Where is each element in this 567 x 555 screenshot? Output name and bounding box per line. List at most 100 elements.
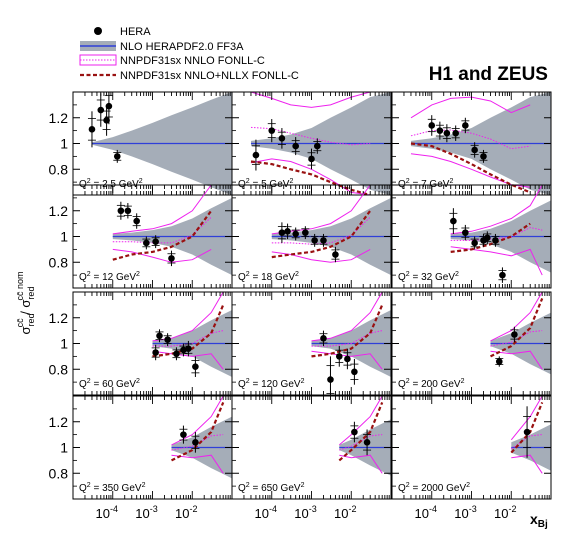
- q2-label-unit-sup: 2: [301, 378, 305, 385]
- y-label-den-sup: cc̄ nom: [15, 272, 25, 301]
- nnlo-lower-edge: [450, 246, 543, 276]
- data-point: [185, 345, 192, 352]
- data-point: [351, 368, 358, 376]
- nnlo-central-line: [250, 126, 371, 146]
- nllx-curve: [450, 222, 531, 253]
- panel-plot-area: [311, 292, 391, 395]
- q2-label-value: = 120 GeV: [250, 379, 301, 390]
- legend-label-nllx: NNPDF31sx NNLO+NLLX FONLL-C: [120, 70, 299, 82]
- panel-plot-area: [151, 292, 232, 377]
- q2-label: Q2 = 120 GeV2: [238, 378, 305, 390]
- q2-label-unit-sup: 2: [466, 482, 470, 489]
- panel-plot-area: [490, 292, 551, 375]
- nnlo-lower-edge: [152, 350, 224, 370]
- data-point: [143, 239, 150, 247]
- q2-label-sup: 2: [246, 271, 250, 278]
- q2-label-sup: 2: [87, 482, 91, 489]
- q2-label-sup: 2: [406, 178, 410, 185]
- nnlo-central-line: [490, 330, 543, 347]
- data-point: [314, 142, 321, 150]
- panel-3: Q2 = 7 GeV2: [391, 91, 552, 196]
- q2-label-sup: 2: [246, 378, 250, 385]
- x-tick-label: 10-2: [175, 504, 197, 521]
- y-tick-label: 1.2: [49, 414, 69, 430]
- q2-label-q: Q: [238, 483, 246, 494]
- data-point: [499, 271, 506, 279]
- x-tick-exp: -3: [309, 504, 317, 514]
- q2-label-q: Q: [398, 379, 406, 390]
- nnlo-lower-edge: [311, 350, 383, 370]
- y-tick-label: 1.2: [49, 310, 69, 326]
- data-point: [192, 363, 199, 370]
- q2-label-value: = 650 GeV: [250, 483, 301, 494]
- data-point: [363, 439, 371, 446]
- data-point: [436, 127, 444, 134]
- x-tick-base: 10: [454, 506, 468, 521]
- x-tick-exp: -2: [189, 504, 197, 514]
- data-point: [173, 350, 180, 358]
- nnlo-central-line: [311, 330, 383, 347]
- data-point: [462, 122, 469, 129]
- data-point: [492, 237, 499, 244]
- q2-label-unit-sup: 2: [289, 178, 293, 185]
- data-point: [443, 129, 451, 137]
- nnlo-lower-edge: [171, 454, 224, 474]
- data-point: [113, 153, 121, 160]
- y-tick-label: 1: [60, 336, 68, 352]
- data-point: [105, 102, 113, 110]
- x-tick-label: 10-3: [454, 504, 476, 521]
- nnlo-lower-edge: [490, 350, 543, 370]
- x-label-sub: Bj: [538, 519, 548, 530]
- panel-plot-area: [271, 185, 391, 276]
- q2-label-unit-sup: 2: [136, 271, 140, 278]
- data-point: [88, 126, 96, 133]
- q2-label-value: = 12 GeV: [91, 272, 137, 283]
- q2-label-value: = 60 GeV: [91, 379, 137, 390]
- x-tick-base: 10: [255, 506, 269, 521]
- data-point: [471, 239, 478, 247]
- data-point: [471, 146, 478, 154]
- q2-label-q: Q: [398, 483, 406, 494]
- q2-label-unit-sup: 2: [295, 271, 299, 278]
- nnlo-central-line: [112, 216, 212, 244]
- q2-label-value: = 2000 GeV: [410, 483, 467, 494]
- x-tick-label: 10-4: [255, 504, 277, 521]
- x-tick-exp: -4: [269, 504, 277, 514]
- q2-label-sup: 2: [246, 482, 250, 489]
- data-point: [192, 439, 199, 446]
- legend-label-nnlo: NNPDF31sx NNLO FONLL-C: [120, 55, 265, 67]
- q2-label: Q2 = 650 GeV2: [238, 482, 305, 494]
- data-point: [252, 151, 260, 159]
- nllx-curve: [112, 210, 213, 261]
- q2-label: Q2 = 200 GeV2: [398, 378, 465, 390]
- nnlo-lower-edge: [112, 248, 212, 263]
- data-point: [117, 207, 125, 215]
- nnlo-central-line: [171, 434, 224, 451]
- data-point: [278, 229, 286, 236]
- x-tick-base: 10: [415, 506, 429, 521]
- q2-label-unit-sup: 2: [461, 378, 465, 385]
- q2-label-sup: 2: [246, 178, 250, 185]
- data-point: [152, 238, 159, 245]
- q2-label-q: Q: [238, 379, 246, 390]
- q2-label-value: = 32 GeV: [410, 272, 456, 283]
- data-point: [156, 332, 163, 340]
- x-tick-label: 10-2: [494, 504, 516, 521]
- q2-label-sup: 2: [87, 178, 91, 185]
- data-point: [311, 237, 318, 244]
- y-tick-label: 1.2: [49, 203, 69, 219]
- nnlo-upper-edge: [490, 292, 543, 342]
- x-tick-base: 10: [494, 506, 508, 521]
- data-point: [335, 353, 343, 360]
- y-tick-label: 1.2: [49, 110, 69, 126]
- q2-label-q: Q: [238, 272, 246, 283]
- data-point: [320, 335, 327, 342]
- y-tick-label: 0.8: [49, 361, 69, 377]
- q2-label-q: Q: [79, 483, 87, 494]
- x-label-main: x: [530, 511, 538, 527]
- data-point: [351, 428, 358, 436]
- data-point: [292, 230, 299, 238]
- data-point: [302, 229, 309, 236]
- x-tick-base: 10: [96, 506, 110, 521]
